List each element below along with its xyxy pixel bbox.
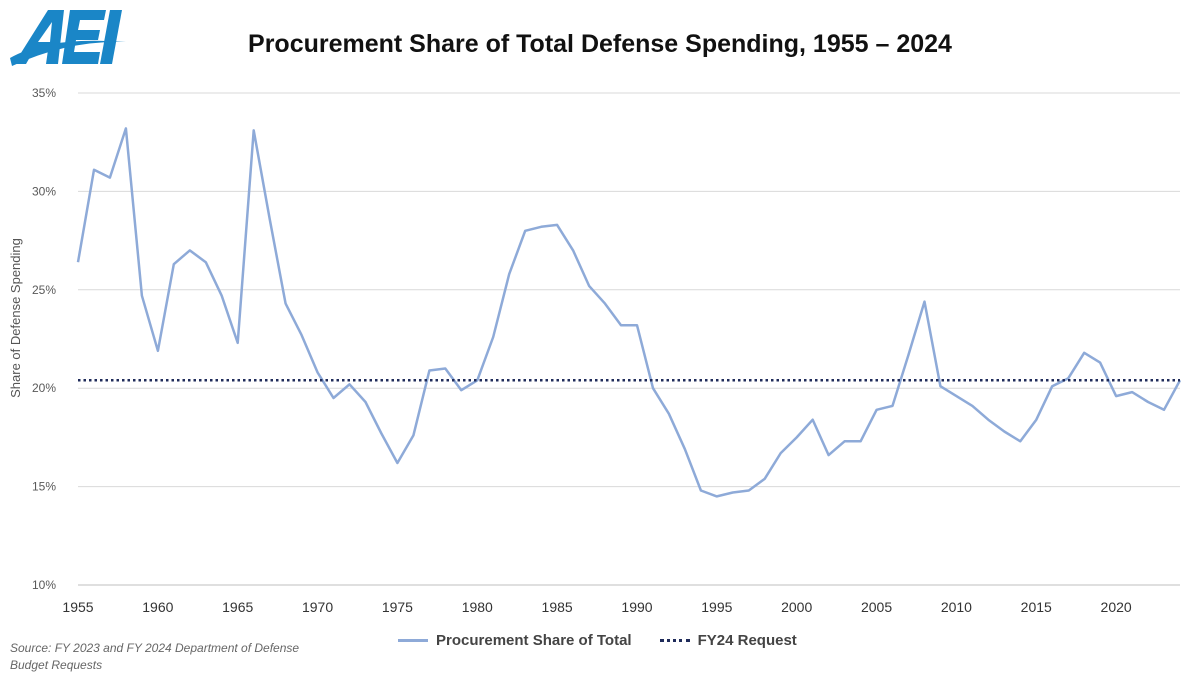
- x-tick-label: 2000: [781, 599, 812, 615]
- chart-title: Procurement Share of Total Defense Spend…: [248, 30, 952, 58]
- legend-swatch-solid: [398, 639, 428, 642]
- legend-item-procurement: Procurement Share of Total: [398, 632, 632, 649]
- source-note: Source: FY 2023 and FY 2024 Department o…: [10, 641, 300, 672]
- y-axis-label: Share of Defense Spending: [8, 238, 23, 398]
- x-tick-label: 1975: [382, 599, 413, 615]
- y-tick-label: 15%: [32, 480, 56, 494]
- x-tick-label: 1990: [621, 599, 652, 615]
- x-tick-label: 1965: [222, 599, 253, 615]
- x-tick-label: 1960: [142, 599, 173, 615]
- procurement-share-line: [76, 127, 1182, 498]
- x-tick-label: 1980: [462, 599, 493, 615]
- x-tick-label: 1970: [302, 599, 333, 615]
- x-tick-label: 1955: [62, 599, 93, 615]
- y-tick-label: 30%: [32, 184, 56, 198]
- y-tick-label: 10%: [32, 578, 56, 592]
- y-tick-label: 35%: [32, 86, 56, 100]
- x-tick-label: 2010: [941, 599, 972, 615]
- x-tick-label: 2005: [861, 599, 892, 615]
- legend-swatch-dotted: [659, 639, 690, 642]
- x-tick-label: 1985: [542, 599, 573, 615]
- legend-label-fy24: FY24 Request: [697, 632, 797, 649]
- x-tick-label: 1995: [701, 599, 732, 615]
- aei-logo: [10, 10, 126, 66]
- y-tick-label: 20%: [32, 381, 56, 395]
- legend-label-procurement: Procurement Share of Total: [436, 632, 632, 649]
- legend-item-fy24: FY24 Request: [659, 632, 797, 649]
- x-tick-label: 2015: [1021, 599, 1052, 615]
- x-tick-label: 2020: [1101, 599, 1132, 615]
- y-tick-label: 25%: [32, 283, 56, 297]
- legend: Procurement Share of Total FY24 Request: [398, 632, 825, 649]
